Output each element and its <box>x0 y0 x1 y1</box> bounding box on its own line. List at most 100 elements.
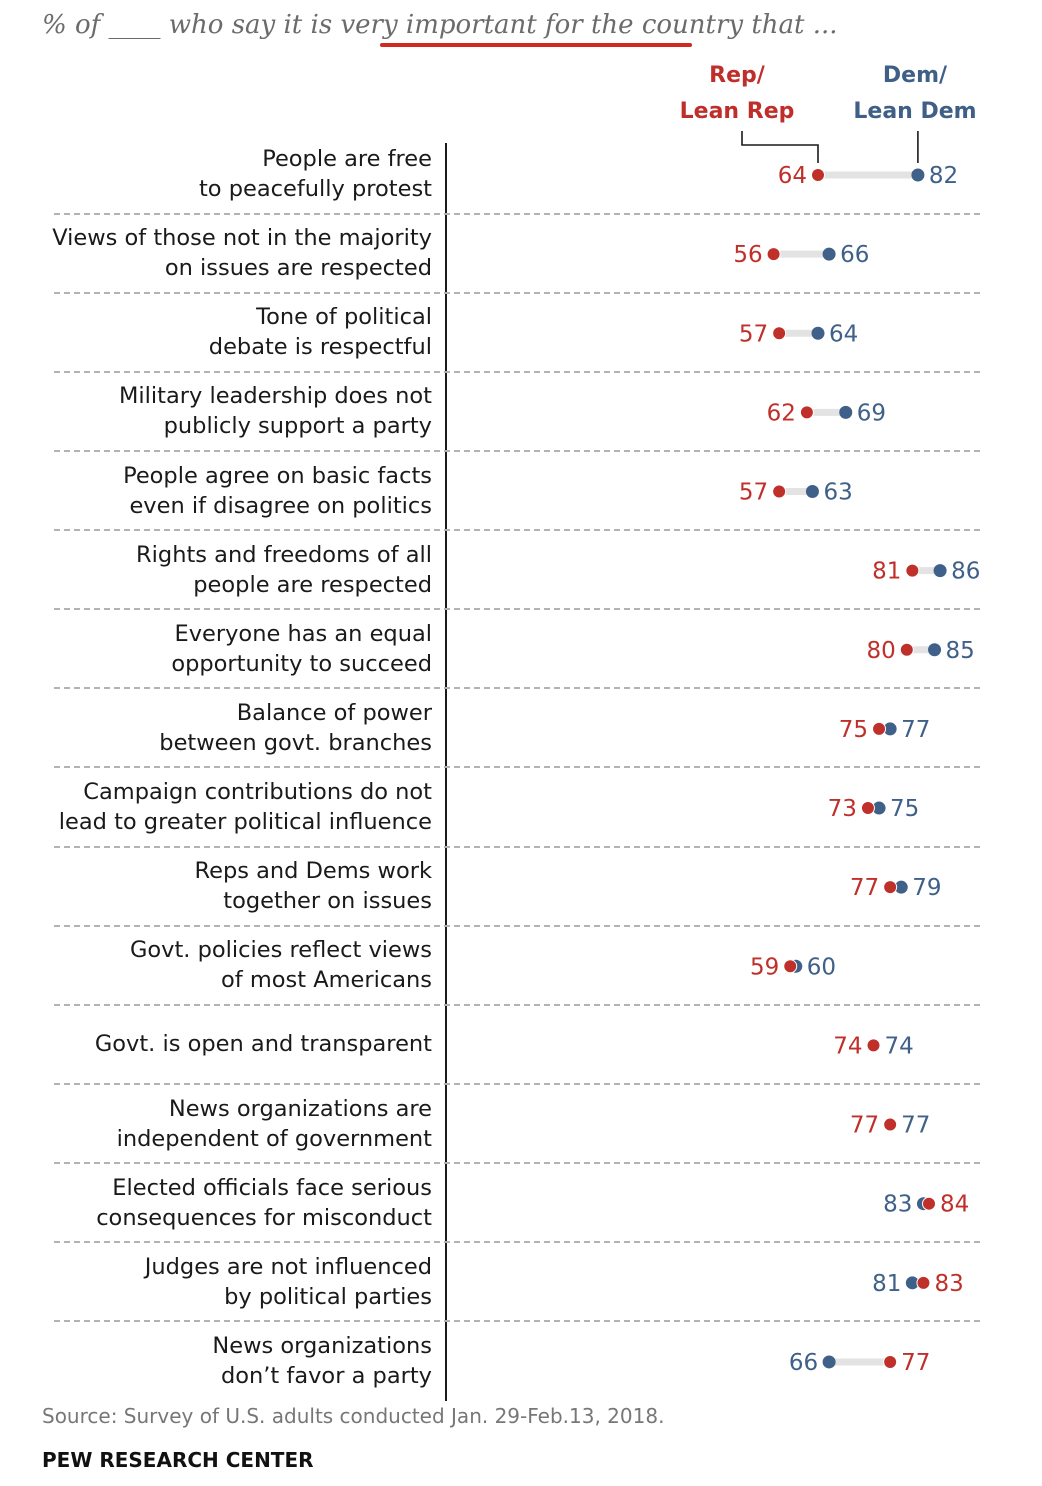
row-label-line: don’t favor a party <box>220 1362 432 1389</box>
dem-dot <box>822 247 836 261</box>
row-label-line: News organizations <box>212 1332 432 1359</box>
dem-value-label: 85 <box>946 638 975 664</box>
row-label: Views of those not in the majority on iss… <box>12 223 432 283</box>
row-label-line: together on issues <box>223 888 432 915</box>
row-label: Everyone has an equal opportunity to succ… <box>12 619 432 679</box>
dem-dot <box>911 168 925 182</box>
rep-dot <box>916 1275 931 1290</box>
legend-dem-line1: Dem/ <box>882 63 948 88</box>
row-separator <box>54 608 980 611</box>
row-label-line: Tone of political <box>256 304 432 331</box>
legend-dem-label: Dem/ Lean Dem <box>850 58 980 130</box>
row-label-line: Reps and Dems work <box>194 858 432 885</box>
row-label-line: consequences for misconduct <box>96 1204 432 1231</box>
row-label-line: on issues are respected <box>164 255 432 282</box>
source-note: Source: Survey of U.S. adults conducted … <box>42 1404 665 1428</box>
row-separator <box>54 212 980 215</box>
rep-value-label: 75 <box>839 717 868 743</box>
row-separator <box>54 370 980 373</box>
row-label: Tone of political debate is respectful <box>12 302 432 362</box>
row-separator <box>54 924 980 927</box>
row-separator <box>54 1162 980 1165</box>
dem-value-label: 74 <box>885 1033 914 1059</box>
chart-subtitle: % of ____ who say it is very important f… <box>42 10 838 40</box>
row-separator <box>54 1082 980 1085</box>
row-label-line: Judges are not influenced <box>144 1253 432 1280</box>
subtitle-middle: who say it is very <box>160 10 406 40</box>
subtitle-prefix: % of <box>42 10 109 40</box>
row-separator <box>54 449 980 452</box>
row-label: News organizations don’t favor a party <box>12 1331 432 1391</box>
row-label: Judges are not influenced by political pa… <box>12 1252 432 1312</box>
dem-value-label: 86 <box>951 559 980 585</box>
row-label-line: Campaign contributions do not <box>83 779 432 806</box>
row-label: People are free to peacefully protest <box>12 144 432 204</box>
dem-dot <box>928 643 942 657</box>
dem-dot <box>933 564 947 578</box>
rep-value-label: 59 <box>750 954 779 980</box>
rep-dot <box>772 484 787 499</box>
organization-name: PEW RESEARCH CENTER <box>42 1448 314 1472</box>
legend-rep-leader <box>741 131 819 163</box>
rep-dot <box>899 642 914 657</box>
subtitle-suffix: that ... <box>743 10 838 40</box>
row-label: Military leadership does not publicly sup… <box>12 381 432 441</box>
row-label-line: publicly support a party <box>163 413 432 440</box>
row-label: Elected officials face serious consequenc… <box>12 1173 432 1233</box>
row-label-line: Govt. policies reflect views <box>129 937 432 964</box>
row-label-line: by political parties <box>224 1283 432 1310</box>
row-label: Rights and freedoms of all people are res… <box>12 540 432 600</box>
row-label-line: Rights and freedoms of all <box>136 541 432 568</box>
rep-value-label: 77 <box>850 1113 879 1139</box>
rep-dot <box>872 721 887 736</box>
dem-value-label: 77 <box>901 717 930 743</box>
rep-dot <box>883 1117 898 1132</box>
rep-value-label: 77 <box>901 1350 930 1376</box>
rep-value-label: 81 <box>872 559 901 585</box>
row-label-line: Elected officials face serious <box>112 1174 432 1201</box>
row-separator <box>54 1320 980 1323</box>
row-label-line: people are respected <box>193 571 432 598</box>
rep-dot <box>766 247 781 262</box>
row-label: Balance of power between govt. branches <box>12 698 432 758</box>
rep-value-label: 62 <box>767 400 796 426</box>
dem-dot <box>822 1355 836 1369</box>
dem-value-label: 66 <box>840 242 869 268</box>
row-label: News organizations are independent of gov… <box>12 1094 432 1154</box>
rep-dot <box>905 563 920 578</box>
row-label-line: to peacefully protest <box>198 176 432 202</box>
row-label-line: of most Americans <box>220 967 432 994</box>
dem-value-label: 81 <box>872 1271 901 1297</box>
row-label-line: independent of government <box>116 1125 432 1152</box>
row-label-line: lead to greater political influence <box>58 809 432 836</box>
row-label-line: People are free <box>262 146 432 172</box>
row-label-line: Govt. is open and transparent <box>94 1031 432 1058</box>
dem-dot <box>872 801 886 815</box>
subtitle-highlight: important for the country <box>405 10 744 40</box>
dem-dot <box>805 485 819 499</box>
legend-rep-label: Rep/ Lean Rep <box>672 58 802 130</box>
rep-dot <box>883 880 898 895</box>
dem-value-label: 82 <box>929 163 958 189</box>
legend-rep-line1: Rep/ <box>709 63 765 88</box>
row-separator <box>54 845 980 848</box>
dem-value-label: 63 <box>823 480 852 506</box>
rep-dot <box>922 1196 936 1211</box>
row-label-line: opportunity to succeed <box>171 650 432 677</box>
row-separator <box>54 1003 980 1006</box>
dem-value-label: 79 <box>912 875 941 901</box>
row-separator <box>54 291 980 294</box>
rep-dot <box>783 959 798 974</box>
dem-value-label: 83 <box>883 1192 912 1218</box>
rep-dot <box>883 1354 898 1369</box>
row-label: Campaign contributions do not lead to gre… <box>12 777 432 837</box>
row-separator <box>54 529 980 532</box>
dem-dot <box>811 326 825 340</box>
row-label-line: between govt. branches <box>159 729 432 756</box>
rep-value-label: 80 <box>867 638 896 664</box>
axis-line <box>445 143 447 1401</box>
rep-dot <box>866 1038 881 1053</box>
legend-rep-line2: Lean Rep <box>679 99 795 124</box>
row-label-line: Views of those not in the majority <box>52 225 432 252</box>
